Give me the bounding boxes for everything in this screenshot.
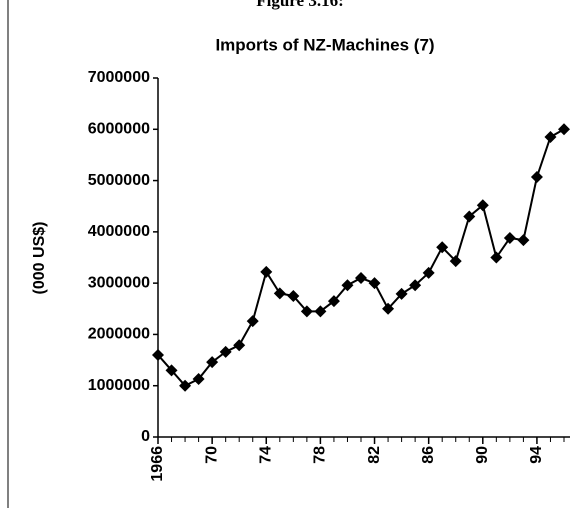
data-point xyxy=(517,234,530,247)
data-point xyxy=(179,379,192,392)
x-tick-label: 82 xyxy=(366,446,383,464)
data-point xyxy=(206,356,219,369)
data-point xyxy=(409,279,422,292)
data-point xyxy=(422,266,435,279)
data-point xyxy=(558,123,570,136)
data-point xyxy=(300,305,313,318)
data-point xyxy=(476,199,489,212)
y-tick-label: 0 xyxy=(141,428,150,445)
y-tick-label: 4000000 xyxy=(88,223,150,240)
data-point xyxy=(341,279,354,292)
data-point xyxy=(314,305,327,318)
data-line xyxy=(157,128,565,387)
data-point xyxy=(436,241,449,254)
data-point xyxy=(246,315,259,328)
data-point xyxy=(219,345,232,358)
data-point xyxy=(490,251,503,264)
y-tick-label: 6000000 xyxy=(88,121,150,138)
caption: Figure 3.16: xyxy=(256,0,344,10)
y-tick-label: 1000000 xyxy=(88,377,150,394)
data-point xyxy=(233,339,246,352)
data-point xyxy=(273,287,286,300)
data-point xyxy=(165,364,178,377)
data-point xyxy=(503,232,516,245)
data-point xyxy=(544,130,557,143)
data-point xyxy=(327,295,340,308)
data-point xyxy=(530,170,543,183)
data-point xyxy=(382,302,395,315)
x-tick-label: 94 xyxy=(528,446,545,464)
chart-title: Imports of NZ-Machines (7) xyxy=(215,35,434,54)
x-tick-label: 74 xyxy=(257,446,274,464)
y-axis-label: (000 US$) xyxy=(31,222,48,295)
x-tick-label: 78 xyxy=(312,446,329,464)
x-tick-label: 86 xyxy=(420,446,437,464)
y-tick-label: 5000000 xyxy=(88,172,150,189)
y-tick-label: 7000000 xyxy=(88,69,150,86)
data-point xyxy=(368,277,381,290)
data-point xyxy=(395,287,408,300)
data-point xyxy=(152,348,164,361)
data-point xyxy=(449,255,462,268)
data-point xyxy=(260,265,273,278)
y-tick-label: 2000000 xyxy=(88,326,150,343)
data-point xyxy=(287,289,300,302)
data-point xyxy=(463,210,476,223)
x-tick-label: 1966 xyxy=(149,446,166,482)
data-point xyxy=(355,272,367,285)
x-tick-label: 90 xyxy=(474,446,491,464)
y-tick-label: 3000000 xyxy=(88,274,150,291)
x-tick-label: 70 xyxy=(203,446,220,464)
data-point xyxy=(192,373,205,386)
